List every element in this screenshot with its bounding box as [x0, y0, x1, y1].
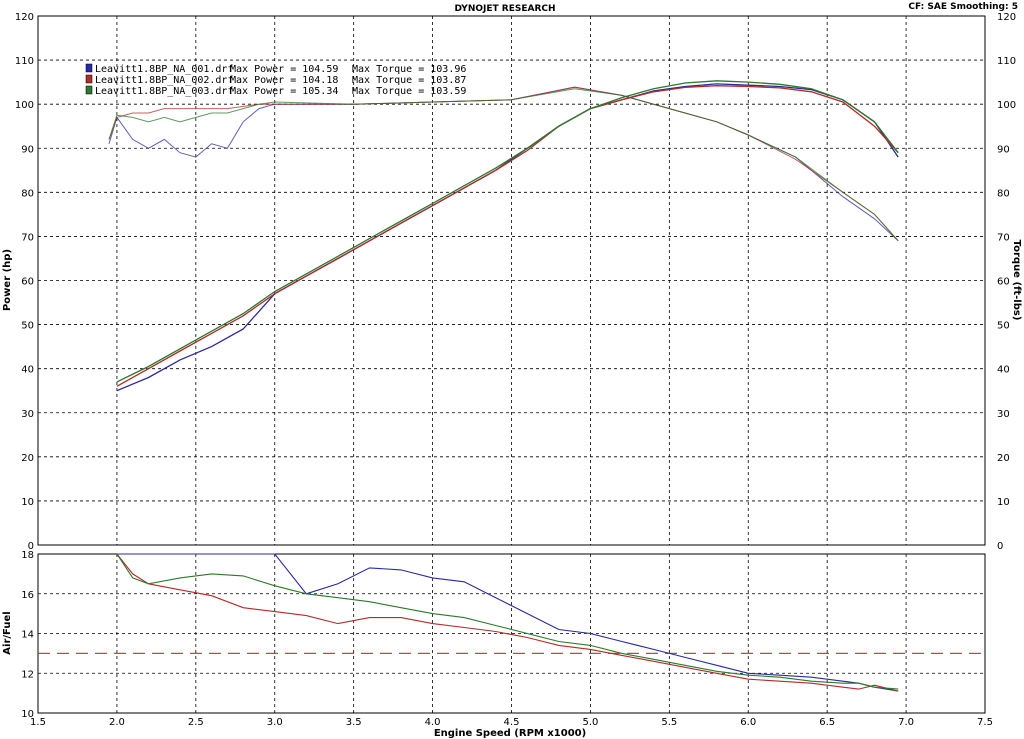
power-tick-label: 30	[21, 409, 34, 420]
legend-swatch-2	[85, 74, 93, 84]
torque-tick-label: 70	[997, 232, 1010, 243]
power-tick-label: 90	[21, 144, 34, 155]
x-tick-label: 5.5	[661, 717, 677, 728]
torque-series-line-3	[108, 88, 899, 242]
x-tick-label: 5.0	[582, 717, 598, 728]
air-fuel-panel: 1.5 2.0 2.5 3.0 3.5 4.0 4.5 5.0 5.5 6.0 6.5 7.0 7.5 1…	[21, 550, 993, 728]
x-tick-label: 3.5	[346, 717, 362, 728]
power-tick-label: 50	[21, 321, 34, 332]
x-tick-label: 7.0	[898, 717, 914, 728]
power-tick-label: 20	[21, 453, 34, 464]
legend-max-power-2: Max Power = 104.18	[230, 75, 338, 86]
x-tick-label: 4.0	[425, 717, 441, 728]
chart-info: CF: SAE Smoothing: 5	[908, 2, 1018, 12]
legend-max-power-1: Max Power = 104.59	[230, 64, 338, 75]
y-axis-label-afr: Air/Fuel	[2, 611, 13, 654]
legend-swatch-3	[85, 85, 93, 95]
afr-series-line-2	[116, 553, 899, 692]
x-tick-label: 6.5	[819, 717, 835, 728]
torque-tick-label: 120	[997, 12, 1016, 23]
torque-tick-label: 10	[997, 497, 1010, 508]
afr-tick-label: 10	[21, 709, 34, 720]
legend-max-power-3: Max Power = 105.34	[230, 86, 338, 97]
x-tick-label: 2.0	[109, 717, 125, 728]
power-tick-label: 70	[21, 232, 34, 243]
power-tick-label: 80	[21, 188, 34, 199]
torque-tick-label: 0	[997, 541, 1003, 552]
afr-tick-label: 18	[21, 550, 34, 561]
afr-series-line-3	[116, 553, 899, 690]
x-tick-label: 3.0	[267, 717, 283, 728]
power-series-line-3	[116, 80, 899, 383]
power-tick-label: 10	[21, 497, 34, 508]
power-tick-label: 0	[28, 541, 34, 552]
torque-tick-label: 110	[997, 56, 1016, 67]
torque-tick-label: 100	[997, 100, 1016, 111]
power-series-line-1	[116, 83, 899, 392]
y-axis-label-torque: Torque (ft-lbs)	[1011, 240, 1022, 321]
afr-tick-label: 14	[21, 630, 34, 641]
x-tick-label: 6.0	[740, 717, 756, 728]
torque-tick-label: 40	[997, 365, 1010, 376]
afr-tick-label: 12	[21, 669, 34, 680]
power-torque-panel: 0 0 10 10 20 20 30 30 40 40 50 50 60 60 70 70 80 80 90 90 10…	[15, 12, 1016, 552]
power-tick-label: 120	[15, 12, 34, 23]
legend-file-3: Leavitt1.8BP_NA_003.drf	[95, 86, 233, 97]
x-tick-label: 7.5	[977, 717, 993, 728]
y-axis-label-power: Power (hp)	[2, 249, 13, 311]
x-tick-label: 4.5	[504, 717, 520, 728]
chart-title: DYNOJET RESEARCH	[454, 4, 555, 14]
legend-max-torque-2: Max Torque = 103.87	[352, 75, 466, 86]
torque-tick-label: 80	[997, 188, 1010, 199]
torque-tick-label: 30	[997, 409, 1010, 420]
torque-tick-label: 60	[997, 277, 1010, 288]
x-tick-label: 2.5	[188, 717, 204, 728]
afr-tick-label: 16	[21, 590, 34, 601]
x-tick-label: 1.5	[30, 717, 46, 728]
power-tick-label: 40	[21, 365, 34, 376]
torque-tick-label: 50	[997, 321, 1010, 332]
legend-max-torque-1: Max Torque = 103.96	[352, 64, 466, 75]
legend-max-torque-3: Max Torque = 103.59	[352, 86, 466, 97]
legend-file-2: Leavitt1.8BP_NA_002.drf	[95, 75, 233, 86]
afr-series-line-1	[116, 553, 899, 692]
torque-tick-label: 90	[997, 144, 1010, 155]
torque-tick-label: 20	[997, 453, 1010, 464]
x-axis-label: Engine Speed (RPM x1000)	[434, 728, 586, 739]
power-tick-label: 110	[15, 56, 34, 67]
legend-swatch-1	[85, 63, 93, 73]
power-tick-label: 60	[21, 277, 34, 288]
power-series-line-2	[116, 85, 899, 387]
legend-file-1: Leavitt1.8BP_NA_001.drf	[95, 64, 233, 75]
power-tick-label: 100	[15, 100, 34, 111]
